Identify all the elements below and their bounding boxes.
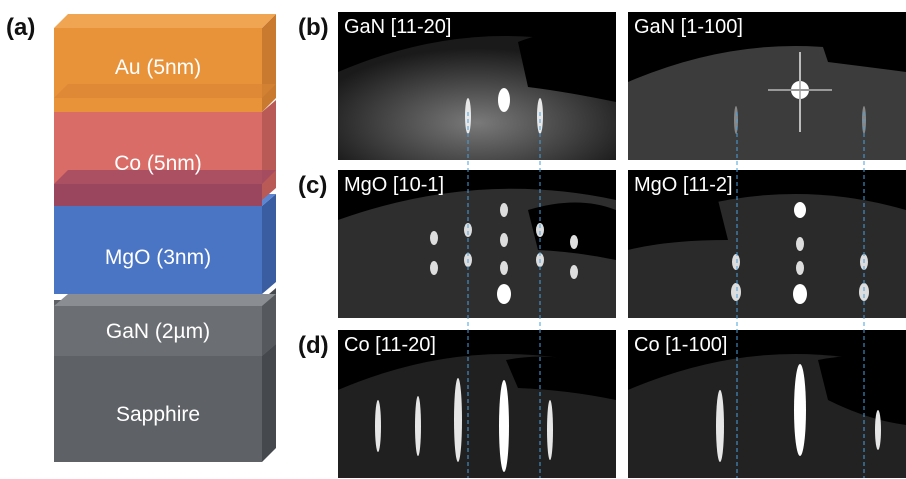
rheed-gan-1-100: GaN [1-100] <box>628 12 906 160</box>
layer-label-co: Co (5nm) <box>114 152 202 175</box>
panel-label-b: (b) <box>298 14 329 41</box>
panel-label-d: (d) <box>298 332 329 359</box>
layer-stack-diagram: Au (5nm) Co (5nm) MgO (3nm) GaN (2µm) Sa… <box>54 14 276 462</box>
rheed-gan-11-20: GaN [11-20] <box>338 12 616 160</box>
layer-label-au: Au (5nm) <box>115 56 201 79</box>
panel-label-c: (c) <box>298 172 328 199</box>
rheed-title-co-11-20: Co [11-20] <box>344 334 436 356</box>
layer-co <box>54 100 276 206</box>
rheed-co-1-100: Co [1-100] <box>628 330 906 478</box>
rheed-title-mgo-10-1: MgO [10-1] <box>344 174 445 196</box>
rheed-co-11-20: Co [11-20] <box>338 330 616 478</box>
layer-mgo <box>54 194 276 294</box>
layer-au <box>54 14 276 112</box>
layer-gan <box>54 294 276 356</box>
rheed-title-co-1-100: Co [1-100] <box>634 334 728 356</box>
layer-label-mgo: MgO (3nm) <box>105 246 211 269</box>
panel-label-a: (a) <box>6 14 36 41</box>
rheed-mgo-10-1: MgO [10-1] <box>338 170 616 318</box>
rheed-mgo-11-2: MgO [11-2] <box>628 170 906 318</box>
rheed-title-mgo-11-2: MgO [11-2] <box>634 174 733 196</box>
layer-label-gan: GaN (2µm) <box>106 320 210 343</box>
layer-label-sapphire: Sapphire <box>116 403 200 426</box>
rheed-title-gan-11-20: GaN [11-20] <box>344 16 452 38</box>
rheed-title-gan-1-100: GaN [1-100] <box>634 16 743 38</box>
